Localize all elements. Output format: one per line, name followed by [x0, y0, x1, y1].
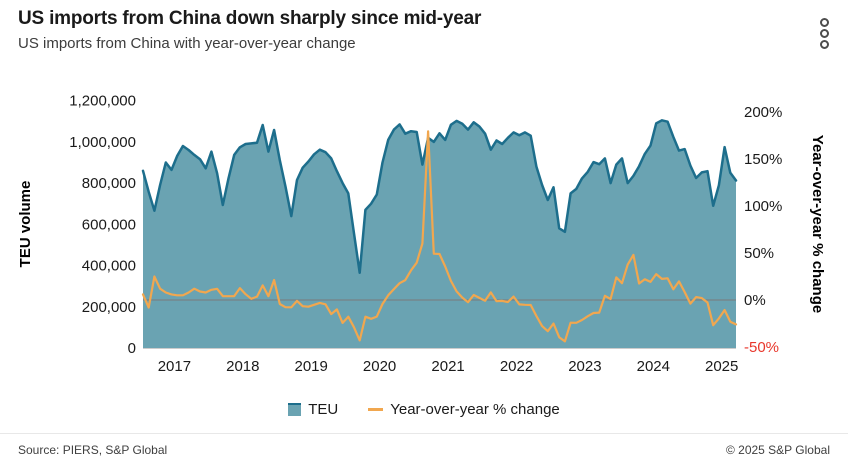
legend-label-teu: TEU [308, 401, 339, 418]
page-title: US imports from China down sharply since… [18, 8, 482, 29]
kebab-dot [819, 18, 829, 27]
right-axis-tick-label: 0% [744, 292, 766, 309]
left-axis-title: TEU volume [17, 181, 34, 268]
copyright-note: © 2025 S&P Global [725, 443, 830, 457]
page-subtitle: US imports from China with year-over-yea… [18, 35, 356, 52]
teu-area-swatch-icon [288, 403, 302, 416]
teu-area-series [143, 120, 736, 348]
legend-label-yoy: Year-over-year % change [390, 401, 560, 418]
left-axis-tick-label: 1,200,000 [69, 93, 136, 110]
right-axis-title: Year-over-year % change [809, 135, 826, 313]
legend-item-teu: TEU [288, 401, 338, 418]
x-axis-year-label: 2022 [500, 358, 533, 375]
yoy-line-swatch-icon [368, 408, 384, 411]
left-axis-tick-label: 200,000 [82, 299, 136, 316]
left-axis-tick-label: 800,000 [82, 175, 136, 192]
x-axis-year-label: 2024 [637, 358, 670, 375]
left-axis-tick-label: 0 [128, 340, 136, 357]
imports-combo-chart: 1,200,000 1,000,000 800,000 600,000 400,000 2… [17, 93, 826, 375]
source-note: Source: PIERS, S&P Global [18, 443, 168, 457]
chart-footer: Source: PIERS, S&P Global © 2025 S&P Glo… [0, 433, 848, 461]
yoy-line-series [141, 130, 738, 343]
x-axis-year-label: 2019 [295, 358, 328, 375]
x-axis-year-label: 2023 [568, 358, 601, 375]
left-axis-tick-label: 1,000,000 [69, 134, 136, 151]
right-axis-tick-label: -50% [744, 339, 779, 356]
right-axis-tick-label: 100% [744, 198, 782, 215]
x-axis-year-label: 2017 [158, 358, 191, 375]
legend-item-yoy: Year-over-year % change [368, 401, 560, 418]
right-axis-tick-label: 200% [744, 104, 782, 121]
kebab-dot [819, 29, 829, 38]
chart-legend: TEU Year-over-year % change [0, 401, 848, 418]
left-axis-tick-label: 600,000 [82, 216, 136, 233]
x-axis-year-label: 2021 [431, 358, 464, 375]
x-axis-year-label: 2018 [226, 358, 259, 375]
kebab-menu-icon[interactable] [817, 17, 831, 53]
x-axis-year-label: 2020 [363, 358, 396, 375]
right-axis-tick-label: 50% [744, 245, 774, 262]
right-axis-tick-label: 150% [744, 151, 782, 168]
kebab-dot [819, 40, 829, 49]
teu-area-outline [141, 119, 738, 275]
left-axis-tick-label: 400,000 [82, 258, 136, 275]
x-axis-year-label: 2025 [705, 358, 738, 375]
